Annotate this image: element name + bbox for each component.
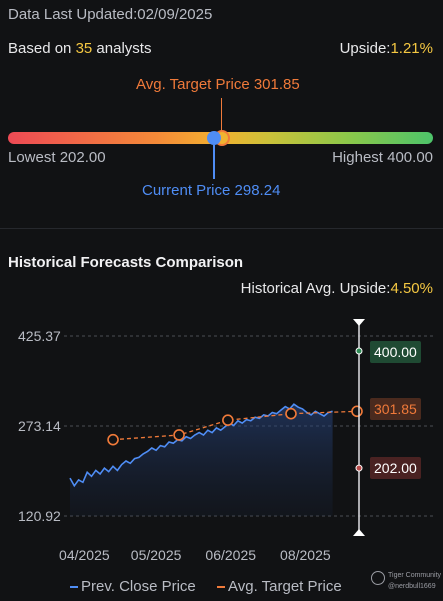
x-tick-label: 05/2025 <box>131 547 182 563</box>
lowest-label: Lowest 202.00 <box>8 149 106 166</box>
upside-label: Upside: <box>339 40 391 57</box>
watermark-brand: Tiger Community <box>388 572 442 579</box>
range-avg-tag: 301.85 <box>370 398 421 420</box>
current-price-connector <box>213 145 215 179</box>
range-low-tag: 202.00 <box>370 457 421 479</box>
current-price-marker <box>207 131 221 145</box>
based-on-prefix: Based on <box>8 40 72 57</box>
avg-target-line <box>112 410 358 441</box>
x-tick-label: 08/2025 <box>280 547 331 563</box>
legend-close: Prev. Close Price <box>70 578 196 595</box>
legend-close-label: Prev. Close Price <box>81 578 196 595</box>
based-on-suffix: analysts <box>96 40 152 57</box>
close-price-area <box>70 404 333 516</box>
current-price-label: Current Price 298.24 <box>142 182 281 199</box>
x-tick-label: 06/2025 <box>205 547 256 563</box>
section-title: Historical Forecasts Comparison <box>8 254 244 271</box>
historical-upside-label: Historical Avg. Upside: <box>240 280 391 297</box>
historical-upside-value: 4.50% <box>390 280 433 297</box>
last-updated-text: Data Last Updated:02/09/2025 <box>8 6 213 23</box>
range-high-tag: 400.00 <box>370 341 421 363</box>
highest-label: Highest 400.00 <box>332 149 433 166</box>
upside-summary: Upside:1.21% <box>340 40 433 57</box>
legend-target-swatch <box>217 586 225 589</box>
avg-target-point <box>222 414 234 426</box>
y-tick-label: 273.14 <box>18 418 61 434</box>
analyst-count: 35 <box>75 40 93 57</box>
legend-target-label: Avg. Target Price <box>228 578 342 595</box>
avg-target-point <box>173 429 185 441</box>
range-top-arrow-icon <box>353 319 365 326</box>
avg-target-point <box>285 407 297 420</box>
avg-target-point <box>351 405 363 418</box>
section-divider <box>0 228 443 229</box>
range-bottom-arrow-icon <box>353 529 365 536</box>
avg-target-label: Avg. Target Price 301.85 <box>136 76 300 93</box>
watermark: Tiger Community @nerdbull1669 <box>371 570 441 592</box>
legend-target: Avg. Target Price <box>217 578 342 595</box>
y-tick-label: 120.92 <box>18 508 61 524</box>
upside-value: 1.21% <box>390 40 433 57</box>
avg-target-connector <box>221 98 222 132</box>
x-tick-label: 04/2025 <box>59 547 110 563</box>
range-high-marker <box>355 347 363 355</box>
avg-target-point <box>107 433 119 446</box>
legend-close-swatch <box>70 586 78 589</box>
analyst-summary: Based on 35 analysts <box>8 40 151 57</box>
historical-upside: Historical Avg. Upside:4.50% <box>241 280 433 297</box>
range-low-marker <box>355 464 363 472</box>
tiger-logo-icon <box>371 571 385 585</box>
y-tick-label: 425.37 <box>18 328 61 344</box>
watermark-user: @nerdbull1669 <box>388 583 436 590</box>
